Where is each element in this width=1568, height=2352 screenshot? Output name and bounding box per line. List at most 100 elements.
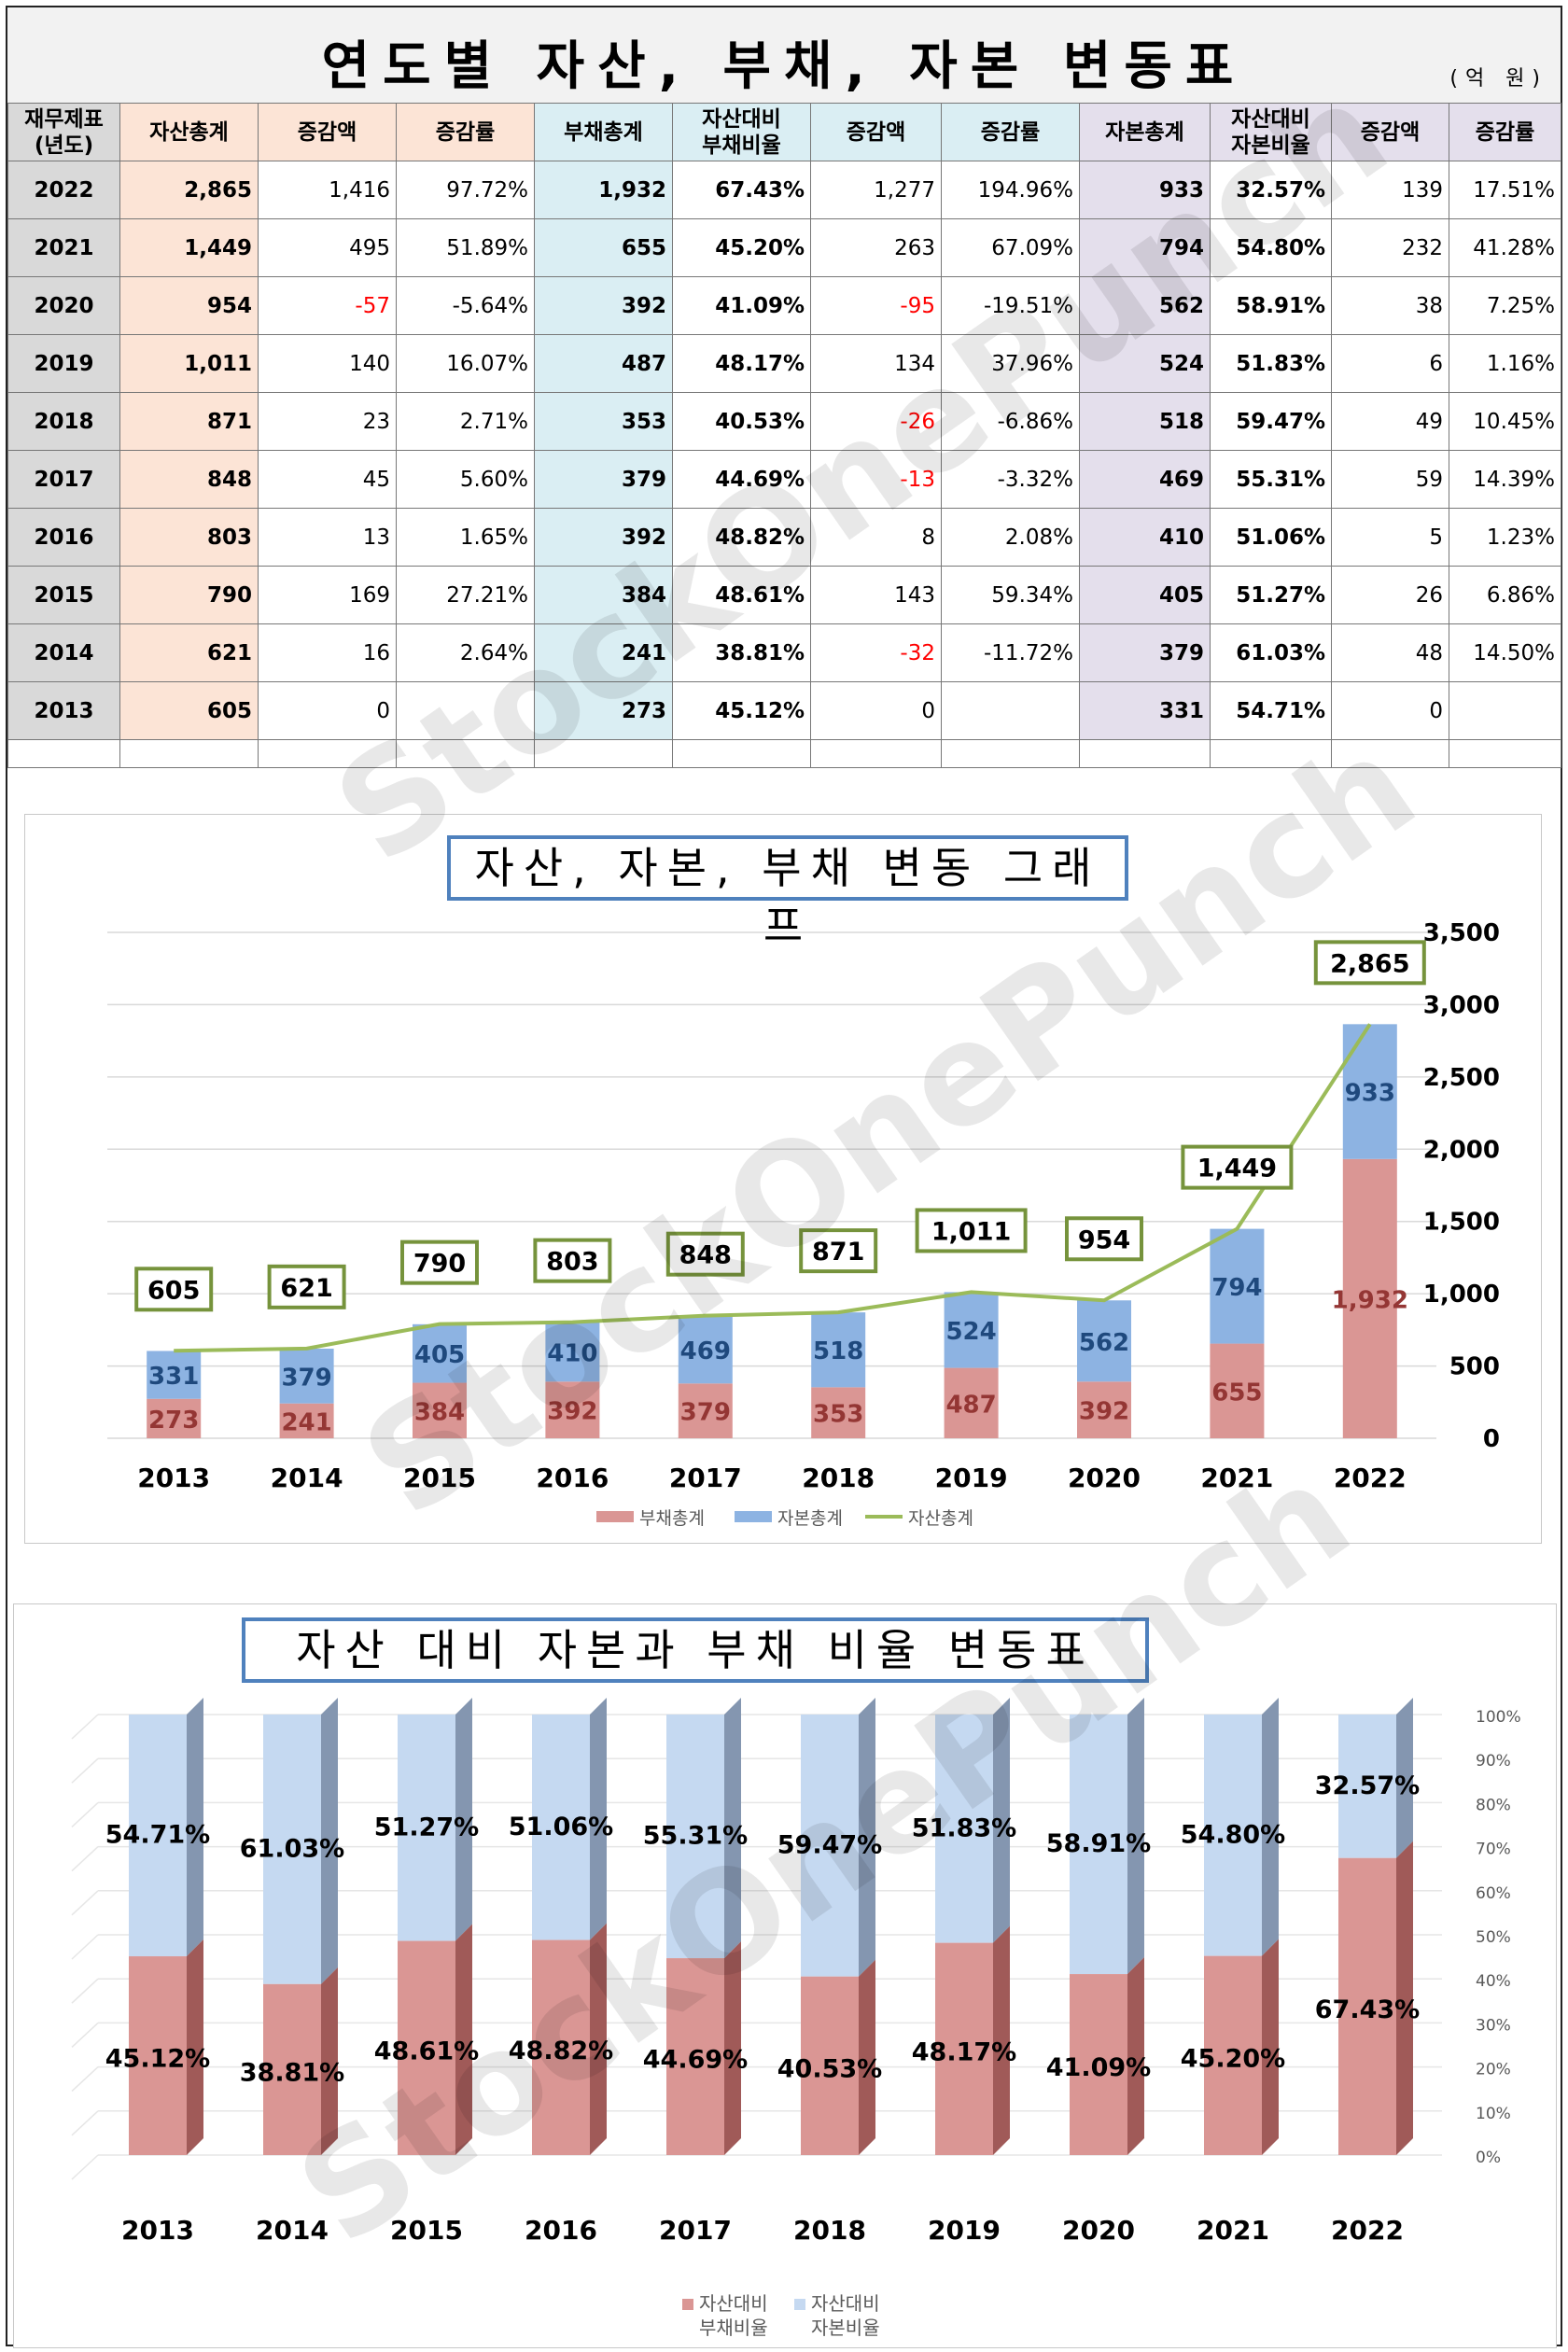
cell-debt-total: 1,932: [534, 161, 673, 219]
cell-asset-change: 45: [258, 450, 397, 509]
chart2-svg: 0% 10% 20% 30% 40% 50% 60% 70% 80% 90% 100% 45.12% 5…: [71, 1698, 1521, 2339]
equity-data-label: 518: [813, 1337, 863, 1365]
debt-ratio-data-label: 48.61%: [374, 2037, 479, 2065]
chart2-panel: 0% 10% 20% 30% 40% 50% 60% 70% 80% 90% 100% 45.12% 5…: [13, 1603, 1557, 2348]
debt-bar: [1077, 1381, 1131, 1438]
chart1-title: 자산, 자본, 부채 변동 그래프: [447, 835, 1128, 951]
cell-asset-total: 1,011: [119, 334, 259, 393]
table-title-bar: 연도별 자산, 부채, 자본 변동표 (억 원): [7, 7, 1561, 105]
equity-data-label: 794: [1211, 1274, 1262, 1302]
equity-ratio-bar-side: [1262, 1698, 1279, 1956]
debt-ratio-data-label: 45.12%: [105, 2045, 210, 2074]
equity-ratio-data-label: 54.71%: [105, 1821, 210, 1850]
chart1-panel: 0 500 1,000 1,500 2,000 2,500 3,000 3,500 273 331…: [24, 814, 1542, 1544]
cell-debt-ratio: 38.81%: [672, 623, 811, 682]
header-debt-change: 증감액: [810, 103, 942, 161]
cell-equity-ratio: 54.80%: [1210, 218, 1332, 277]
debt-ratio-bar: [935, 1942, 993, 2155]
asset-data-label: 1,449: [1197, 1155, 1277, 1183]
empty-cell: [534, 739, 673, 768]
equity-ratio-data-label: 32.57%: [1315, 1771, 1420, 1800]
debt-bar: [811, 1387, 866, 1438]
y-tick-label: 100%: [1476, 1708, 1521, 1727]
asset-data-label: 803: [546, 1248, 598, 1277]
cell-debt-change: -13: [810, 450, 942, 509]
table-row: 2013 605 0 273 45.12% 0 331 54.71% 0: [7, 681, 1561, 740]
x-tick-label: 2015: [403, 1463, 476, 1493]
gridline: [71, 1757, 99, 1784]
equity-data-label: 562: [1079, 1329, 1129, 1357]
cell-asset-total: 1,449: [119, 218, 259, 277]
asset-data-label: 848: [679, 1241, 732, 1270]
table-empty-row: [7, 739, 1561, 768]
x-tick-label: 2015: [390, 2215, 463, 2246]
gridline: [71, 1801, 99, 1827]
equity-data-label: 469: [680, 1337, 731, 1365]
cell-equity-total: 379: [1079, 623, 1211, 682]
gridline: [71, 1846, 99, 1872]
equity-ratio-bar-side: [321, 1698, 338, 1984]
legend-label: 자본총계: [777, 1508, 843, 1529]
cell-equity-rate: 41.28%: [1449, 218, 1561, 277]
equity-bar: [147, 1351, 202, 1399]
gridline: [71, 1714, 99, 1740]
cell-year: 2014: [7, 623, 120, 682]
cell-debt-rate: 67.09%: [941, 218, 1080, 277]
equity-ratio-bar: [263, 1715, 321, 1984]
legend-label: 자산대비: [699, 2292, 768, 2315]
cell-debt-rate: -11.72%: [941, 623, 1080, 682]
cell-equity-change: 59: [1331, 450, 1449, 509]
cell-equity-ratio: 51.27%: [1210, 566, 1332, 624]
cell-asset-rate: 16.07%: [396, 334, 535, 393]
empty-cell: [672, 739, 811, 768]
x-tick-label: 2017: [659, 2215, 732, 2246]
equity-ratio-bar: [532, 1715, 590, 1940]
table-row: 2017 848 45 5.60% 379 44.69% -13 -3.32% 469 55.31…: [7, 450, 1561, 509]
cell-asset-rate: -5.64%: [396, 276, 535, 335]
cell-asset-rate: 51.89%: [396, 218, 535, 277]
equity-ratio-bar-side: [859, 1698, 875, 1977]
equity-bar: [545, 1322, 600, 1382]
equity-ratio-data-label: 54.80%: [1181, 1820, 1285, 1849]
debt-ratio-bar-side: [859, 1959, 875, 2155]
cell-year: 2017: [7, 450, 120, 509]
cell-debt-ratio: 67.43%: [672, 161, 811, 219]
legend-label: 부채비율: [699, 2317, 768, 2339]
gridline: [71, 1978, 99, 2004]
cell-debt-total: 392: [534, 508, 673, 567]
asset-data-label: 2,865: [1330, 949, 1409, 978]
asset-data-label: 954: [1078, 1225, 1130, 1254]
chart2-title: 자산 대비 자본과 부채 비율 변동표: [242, 1617, 1149, 1683]
debt-bar: [279, 1403, 334, 1438]
header-equity-rate: 증감률: [1449, 103, 1561, 161]
cell-asset-change: 1,416: [258, 161, 397, 219]
gridline: [71, 1934, 99, 1960]
cell-equity-total: 405: [1079, 566, 1211, 624]
cell-equity-rate: 17.51%: [1449, 161, 1561, 219]
cell-asset-change: 16: [258, 623, 397, 682]
debt-ratio-bar: [1204, 1955, 1262, 2155]
table-row: 2016 803 13 1.65% 392 48.82% 8 2.08% 410 51.06% 5 1…: [7, 508, 1561, 567]
cell-debt-change: 0: [810, 681, 942, 740]
y-tick-label: 3,000: [1423, 991, 1500, 1019]
debt-data-label: 487: [945, 1391, 996, 1419]
cell-equity-ratio: 59.47%: [1210, 392, 1332, 451]
asset-data-label: 871: [812, 1238, 864, 1267]
asset-label-box: [1313, 940, 1426, 986]
asset-data-label: 1,011: [931, 1217, 1011, 1246]
debt-bar: [944, 1367, 999, 1438]
debt-bar: [413, 1382, 467, 1438]
debt-ratio-data-label: 48.17%: [912, 2037, 1016, 2066]
cell-debt-ratio: 40.53%: [672, 392, 811, 451]
y-tick-label: 90%: [1476, 1752, 1511, 1771]
debt-ratio-bar: [398, 1940, 455, 2155]
cell-debt-ratio: 48.17%: [672, 334, 811, 393]
debt-bar: [147, 1398, 202, 1438]
cell-equity-total: 933: [1079, 161, 1211, 219]
cell-debt-total: 392: [534, 276, 673, 335]
cell-asset-change: 169: [258, 566, 397, 624]
table-header-row: 재무제표 (년도) 자산총계 증감액 증감률 부채총계 자산대비 부채비율 증감액 증감률 자본…: [7, 103, 1561, 161]
debt-data-label: 353: [813, 1401, 863, 1429]
asset-data-label: 790: [413, 1250, 466, 1279]
legend-label: 자산대비: [811, 2292, 880, 2315]
